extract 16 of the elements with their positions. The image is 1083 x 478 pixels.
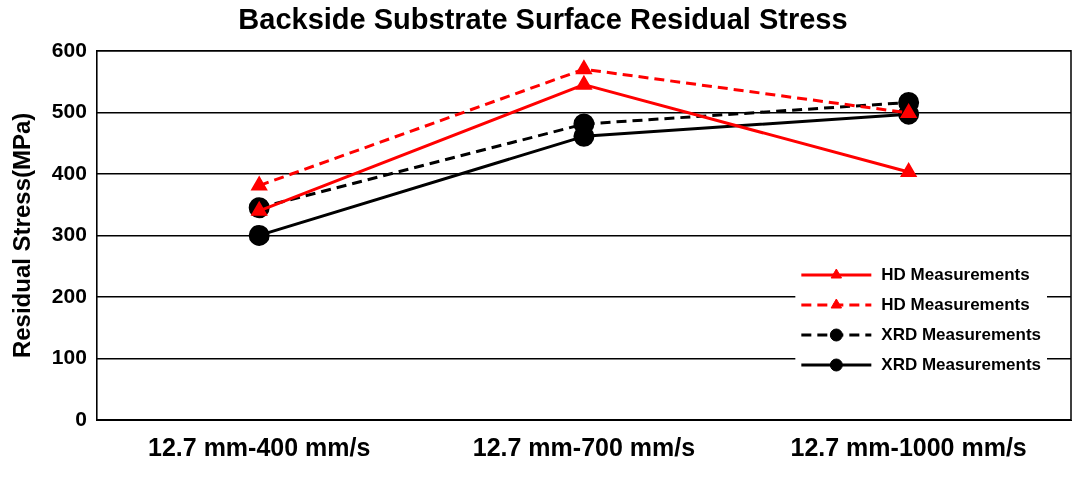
legend-label: XRD Measurements <box>881 354 1042 374</box>
y-tick-label: 0 <box>75 406 87 430</box>
x-tick-label: 12.7 mm-400 mm/s <box>148 432 371 461</box>
legend-label: HD Measurements <box>881 294 1030 314</box>
legend-label: HD Measurements <box>881 264 1030 284</box>
y-tick-label: 100 <box>51 345 87 369</box>
y-tick-label: 300 <box>51 222 87 246</box>
y-tick-label: 200 <box>51 283 87 307</box>
chart-title: Backside Substrate Surface Residual Stress <box>238 3 848 36</box>
x-tick-label: 12.7 mm-700 mm/s <box>472 432 696 461</box>
y-tick-label: 600 <box>51 37 87 61</box>
y-tick-label: 500 <box>51 99 87 123</box>
y-tick-label: 400 <box>51 160 87 184</box>
x-tick-label: 12.7 mm-1000 mm/s <box>790 432 1027 461</box>
legend-label: XRD Measurements <box>881 324 1042 344</box>
y-axis-title: Residual Stress(MPa) <box>8 112 36 359</box>
